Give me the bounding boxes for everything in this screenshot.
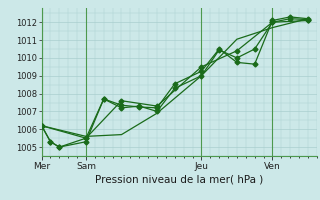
X-axis label: Pression niveau de la mer( hPa ): Pression niveau de la mer( hPa ) xyxy=(95,175,263,185)
